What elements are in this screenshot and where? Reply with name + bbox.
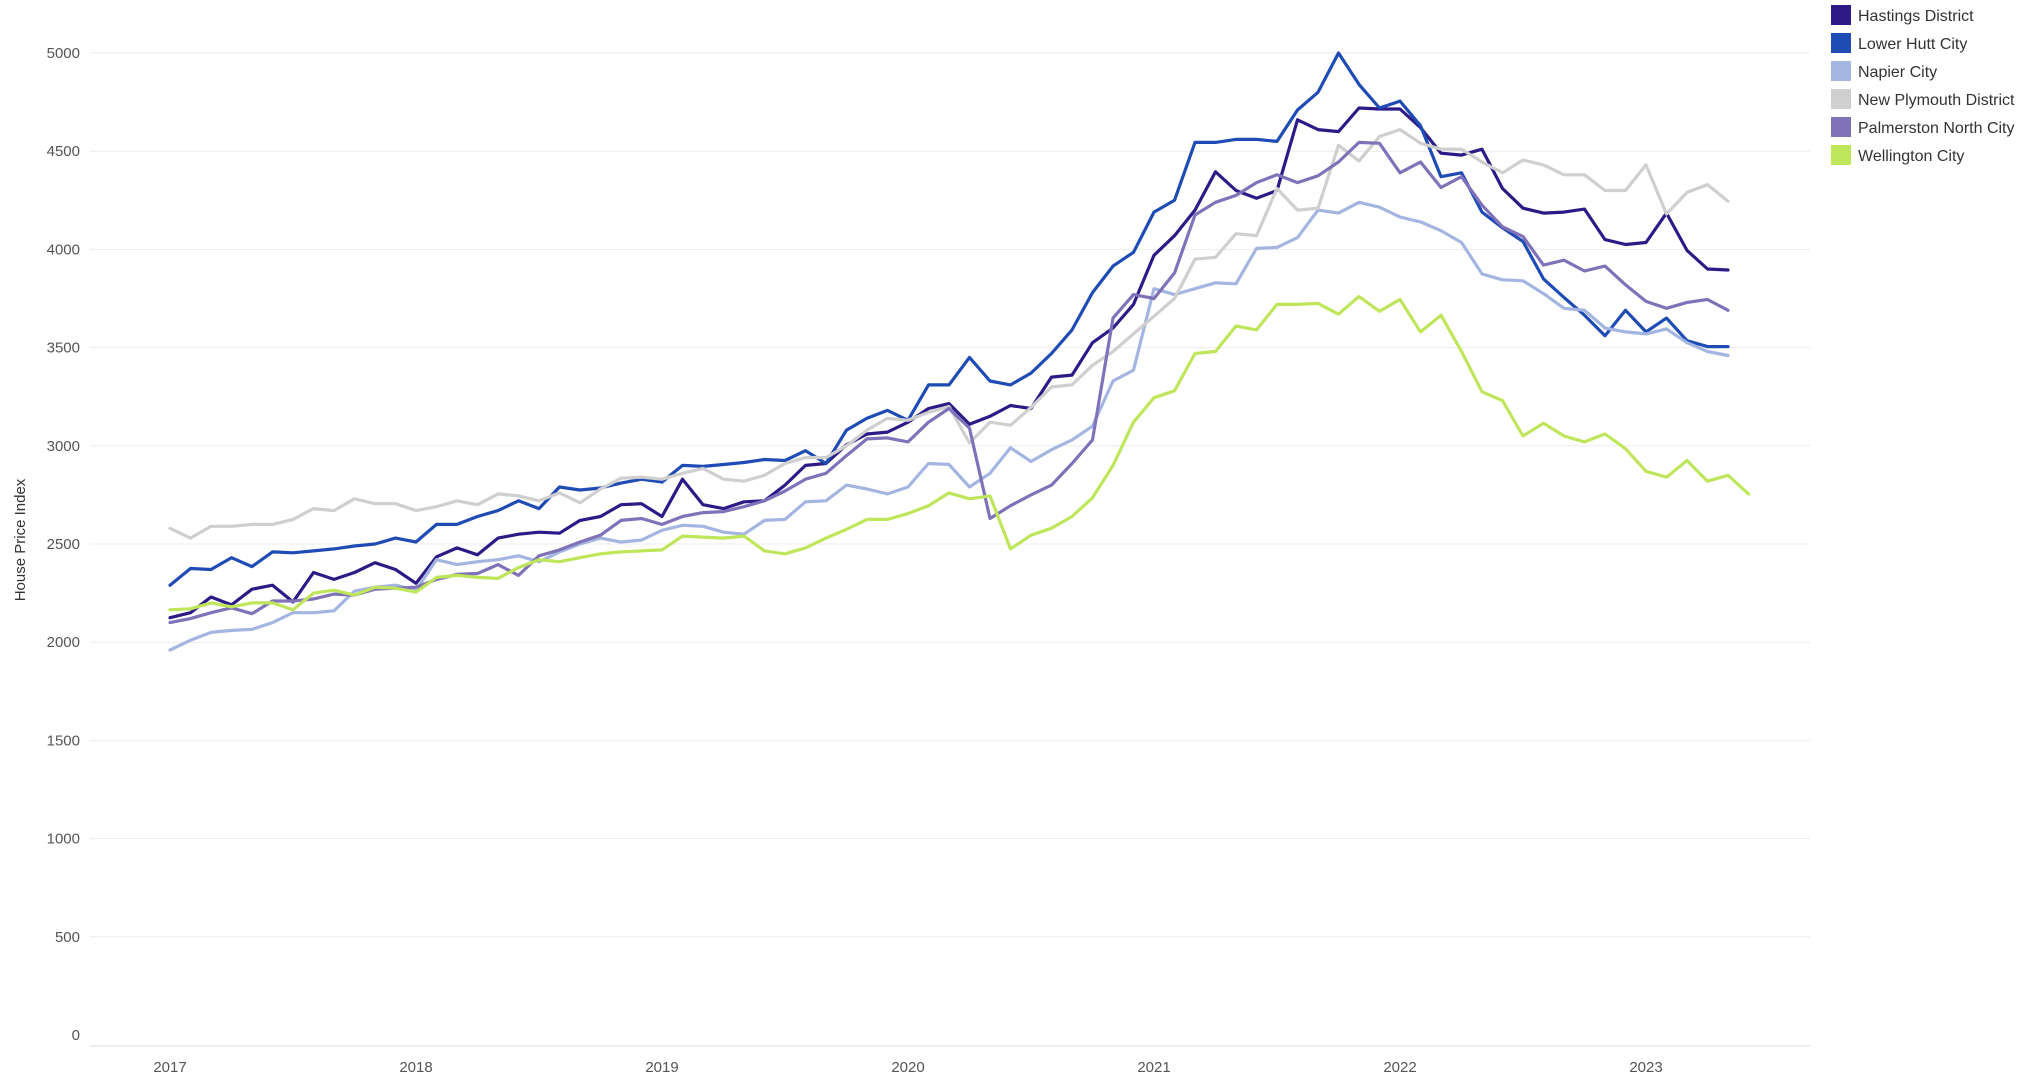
series-line-wellington-city [168,294,1751,612]
legend-label: New Plymouth District [1858,92,2015,109]
x-tick-label: 2023 [1629,1059,1662,1076]
y-tick-label: 2000 [47,634,80,651]
legend-label: Lower Hutt City [1858,36,1967,53]
y-tick-label: 4000 [47,241,80,258]
legend-label: Hastings District [1858,8,1974,25]
y-tick-label: 0 [72,1027,80,1044]
y-tick-label: 5000 [47,45,80,62]
x-tick-label: 2017 [153,1059,186,1076]
series-line-new-plymouth-district [168,128,1730,540]
legend-swatch [1831,33,1851,53]
x-tick-label: 2020 [891,1059,924,1076]
legend: Hastings District Lower Hutt City Napier C… [1831,5,2015,165]
y-tick-label: 4500 [47,143,80,160]
y-tick-label: 3000 [47,438,80,455]
legend-label: Napier City [1858,64,1937,81]
y-axis-label: House Price Index [12,478,29,601]
y-tick-label: 1000 [47,831,80,848]
legend-swatch [1831,61,1851,81]
legend-swatch [1831,89,1851,109]
legend-swatch [1831,5,1851,25]
series-line-napier-city [168,200,1730,652]
series-lines [168,51,1751,652]
legend-label: Wellington City [1858,148,1964,165]
x-tick-label: 2018 [399,1059,432,1076]
x-tick-label: 2021 [1137,1059,1170,1076]
y-tick-label: 500 [55,929,80,946]
x-axis-ticks: 2017 2018 2019 2020 2021 2022 2023 [153,1059,1662,1076]
legend-label: Palmerston North City [1858,120,2015,137]
x-tick-label: 2022 [1383,1059,1416,1076]
legend-swatch [1831,145,1851,165]
x-tick-label: 2019 [645,1059,678,1076]
y-axis-ticks: 0 500 1000 1500 2000 2500 3000 3500 4000 4500 5000 [47,45,80,1044]
gridlines [90,52,1810,938]
y-tick-label: 1500 [47,732,80,749]
y-tick-label: 3500 [47,340,80,357]
legend-swatch [1831,117,1851,137]
y-tick-label: 2500 [47,536,80,553]
